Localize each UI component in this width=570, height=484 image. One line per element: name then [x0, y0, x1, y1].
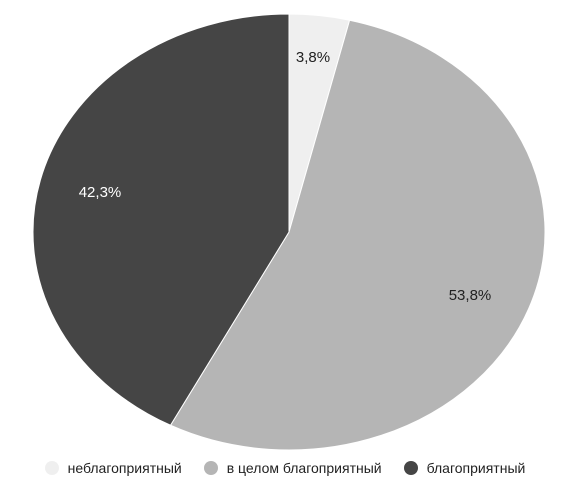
- legend-marker-0: [44, 461, 59, 475]
- slice-data-label-1: 53,8%: [449, 287, 492, 304]
- chart-legend: неблагоприятный в целом благоприятный благ…: [0, 457, 570, 479]
- slice-data-label-0: 3,8%: [296, 49, 330, 66]
- legend-label-1: в целом благоприятный: [226, 460, 382, 476]
- legend-item-1: в целом благоприятный: [203, 460, 382, 476]
- pie-slice-1: [169, 19, 546, 451]
- slice-data-label-2: 42,3%: [79, 184, 122, 201]
- legend-label-2: благоприятный: [426, 460, 526, 476]
- pie-slice-2: [32, 13, 290, 426]
- legend-marker-2: [403, 461, 418, 475]
- legend-label-0: неблагоприятный: [67, 460, 182, 476]
- legend-marker-1: [203, 461, 218, 475]
- legend-item-0: неблагоприятный: [44, 460, 182, 476]
- legend-item-2: благоприятный: [403, 460, 526, 476]
